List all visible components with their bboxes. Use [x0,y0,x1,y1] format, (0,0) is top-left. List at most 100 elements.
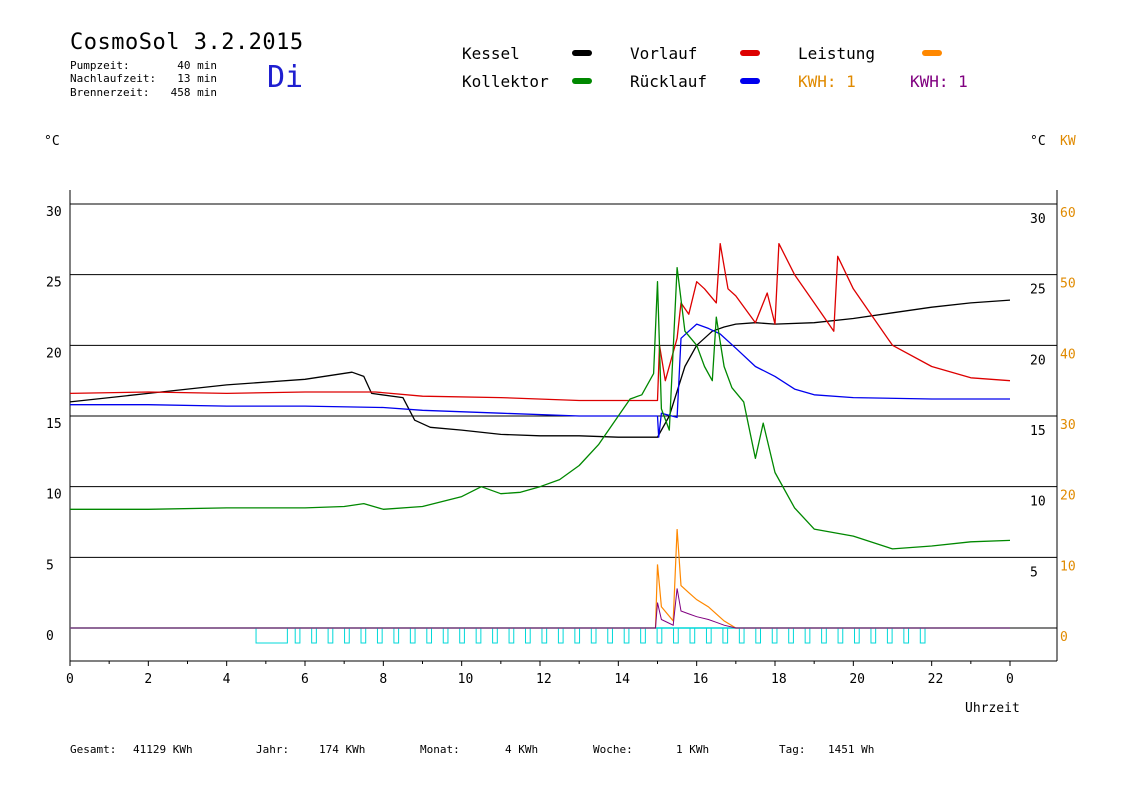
x-tick-label: 0 [66,672,74,687]
x-tick-label: 18 [771,672,787,687]
nachlaufzeit-value: 13 min [177,72,217,85]
y-left-tick-label: 20 [46,346,62,361]
y-right-c-tick-label: 10 [1030,495,1046,510]
x-tick-label: 4 [223,672,231,687]
pump-pulse [294,627,301,644]
grid-lines [69,190,1058,662]
footer-monat-value: 4 KWh [505,743,539,756]
y-left-tick-label: 5 [46,558,54,573]
y-right-kw-tick-label: 60 [1060,206,1076,221]
pump-pulse [640,627,646,644]
x-tick-label: 10 [458,672,474,687]
legend-kwh2-label: KWH: 1 [910,72,968,91]
legend-kollektor-swatch [572,78,592,84]
legend-leistung-label: Leistung [798,44,876,63]
pump-pulse [344,627,350,644]
legend-ruecklauf-swatch [740,78,760,84]
y-right-kw-tick-label: 20 [1060,489,1076,504]
pumpzeit-label: Pumpzeit: [70,59,130,72]
pump-pulse [459,627,465,644]
chart-title: CosmoSol 3.2.2015 [70,30,304,55]
pump-pulse [327,627,334,644]
y-right-c-tick-label: 15 [1030,424,1046,439]
footer-jahr-label: Jahr: [256,743,290,756]
footer-gesamt-value: 41129 KWh [133,743,193,756]
x-tick-label: 12 [536,672,552,687]
legend-vorlauf-swatch [740,50,760,56]
pump-pulse [755,627,762,644]
left-axis-unit: °C [44,134,60,149]
pump-pulse [837,627,844,644]
footer-jahr-value: 174 KWh [319,743,366,756]
pump-pulse [541,627,548,644]
legend-kessel-swatch [572,50,592,56]
nachlaufzeit-label: Nachlaufzeit: [70,72,157,85]
pump-pulse [360,627,367,644]
y-right-kw-tick-label: 0 [1060,630,1068,645]
y-right-c-tick-label: 25 [1030,283,1046,298]
series-kessel [69,299,1011,438]
footer-gesamt-label: Gesamt: [70,743,117,756]
pump-pulse [508,627,515,644]
pump-pulse [821,627,827,644]
legend-vorlauf-label: Vorlauf [630,44,698,63]
footer-woche-value: 1 KWh [676,743,710,756]
pump-pulse [689,627,696,644]
y-left-tick-label: 10 [46,488,62,503]
series-lines [69,242,1011,644]
series-rcklauf [70,323,1010,438]
x-axis-label: Uhrzeit [965,701,1020,716]
x-tick-label: 22 [928,672,944,687]
y-right-c-tick-label: 30 [1030,212,1046,227]
x-tick-label: 6 [301,672,309,687]
x-tick-label: 2 [144,672,152,687]
pump-pulse [525,627,531,644]
pump-pulse [623,627,630,644]
pump-pulse [919,627,926,644]
y-left-tick-label: 15 [46,417,62,432]
pump-pulse [788,627,794,644]
pump-pulse [771,627,778,644]
pump-pulse [738,627,745,644]
pump-pulse [903,627,910,644]
legend-kessel-label: Kessel [462,44,520,63]
right-axis-unit-kw: KW [1060,134,1076,149]
pump-pulse [607,627,613,644]
pump-pulse [393,627,400,644]
pump-pulse [870,627,877,644]
legend-kwh1-label: KWH: 1 [798,72,856,91]
series-vorlauf [69,242,1011,402]
y-left-tick-label: 25 [46,276,62,291]
pump-pulse [409,627,416,644]
legend-leistung-swatch [922,50,942,56]
pump-pulse [376,627,383,644]
y-right-kw-tick-label: 50 [1060,277,1076,292]
footer-tag-value: 1451 Wh [828,743,875,756]
pump-pulse [673,627,679,644]
footer-tag-label: Tag: [779,743,806,756]
pump-pulse [656,627,663,644]
x-tick-label: 14 [614,672,630,687]
pump-pulse [854,627,860,644]
pump-pulse [442,627,449,644]
x-tick-label: 0 [1006,672,1014,687]
y-right-kw-tick-label: 30 [1060,418,1076,433]
axis-ticks [69,661,1011,666]
y-left-tick-label: 0 [46,629,54,644]
series-leistung [70,529,1010,629]
pump-pulse [557,627,564,644]
series-kwh-trace [70,588,1010,629]
pump-pulse [255,627,288,644]
footer-monat-label: Monat: [420,743,460,756]
legend-kollektor-label: Kollektor [462,72,549,91]
y-right-c-tick-label: 20 [1030,353,1046,368]
weekday-label: Di [267,60,304,95]
y-right-kw-tick-label: 40 [1060,347,1076,362]
y-left-tick-label: 30 [46,205,62,220]
x-tick-label: 16 [693,672,709,687]
pump-pulse [886,627,893,644]
pump-pulse [722,627,729,644]
right-axis-unit-c: °C [1030,134,1046,149]
